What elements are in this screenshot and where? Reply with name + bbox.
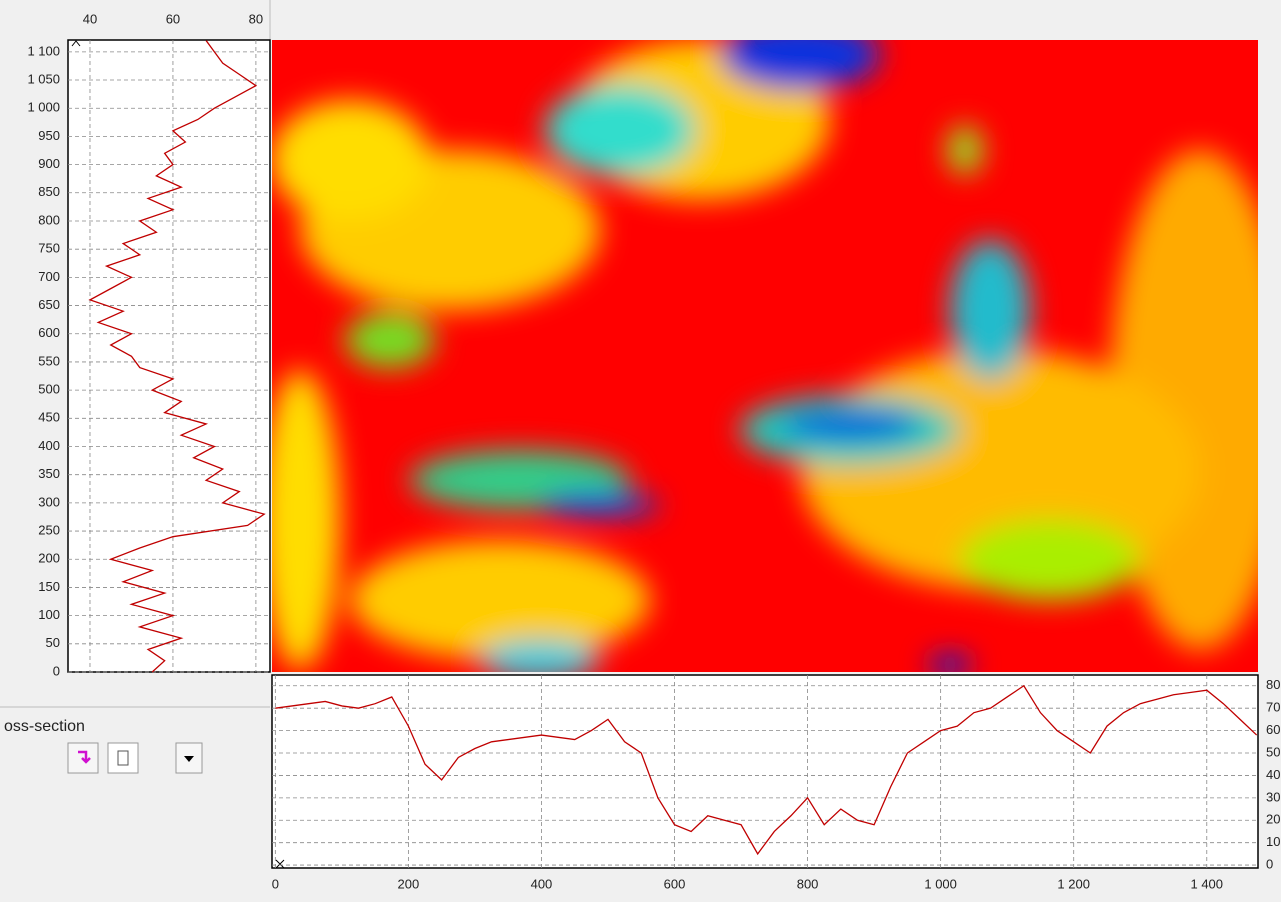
x-tick-label: 200 — [398, 876, 420, 891]
y-tick-label: 350 — [38, 466, 60, 481]
y-tick-label: 650 — [38, 297, 60, 312]
y-tick-label: 850 — [38, 184, 60, 199]
screen: oss-section 4060800501001502002503003504… — [0, 0, 1281, 897]
y-tick-label: 900 — [38, 156, 60, 171]
y-tick-label: 950 — [38, 128, 60, 143]
y-tick-label: 100 — [38, 607, 60, 622]
y-tick-label: 30 — [1266, 789, 1280, 804]
y-tick-label: 600 — [38, 325, 60, 340]
y-tick-label: 400 — [38, 438, 60, 453]
y-tick-label: 60 — [1266, 722, 1280, 737]
y-tick-label: 80 — [1266, 677, 1280, 692]
y-tick-label: 700 — [38, 269, 60, 284]
x-tick-label: 400 — [531, 876, 553, 891]
y-tick-label: 150 — [38, 579, 60, 594]
y-tick-label: 70 — [1266, 700, 1280, 715]
y-tick-label: 1 050 — [27, 71, 60, 86]
y-tick-label: 1 100 — [27, 43, 60, 58]
y-tick-label: 550 — [38, 353, 60, 368]
x-tick-label: 60 — [166, 11, 180, 26]
button[interactable] — [108, 743, 138, 773]
cross-section-frame — [272, 675, 1258, 868]
x-tick-label: 600 — [664, 876, 686, 891]
y-tick-label: 800 — [38, 212, 60, 227]
y-tick-label: 250 — [38, 522, 60, 537]
x-tick-label: 1 400 — [1190, 876, 1223, 891]
x-tick-label: 0 — [272, 876, 279, 891]
heatmap — [260, 20, 1281, 680]
y-tick-label: 50 — [1266, 744, 1280, 759]
y-tick-label: 450 — [38, 410, 60, 425]
x-tick-label: 40 — [83, 11, 97, 26]
x-tick-label: 800 — [797, 876, 819, 891]
y-tick-label: 50 — [46, 635, 60, 650]
y-tick-label: 0 — [53, 663, 60, 678]
y-tick-label: 300 — [38, 494, 60, 509]
x-tick-label: 1 000 — [924, 876, 957, 891]
x-tick-label: 80 — [249, 11, 263, 26]
y-tick-label: 1 000 — [27, 100, 60, 115]
y-tick-label: 0 — [1266, 857, 1273, 872]
profile-frame — [68, 40, 270, 672]
panel-label: oss-section — [4, 718, 85, 735]
y-tick-label: 750 — [38, 241, 60, 256]
x-tick-label: 1 200 — [1057, 876, 1090, 891]
y-tick-label: 40 — [1266, 767, 1280, 782]
y-tick-label: 10 — [1266, 834, 1280, 849]
y-tick-label: 500 — [38, 382, 60, 397]
y-tick-label: 200 — [38, 551, 60, 566]
y-tick-label: 20 — [1266, 812, 1280, 827]
